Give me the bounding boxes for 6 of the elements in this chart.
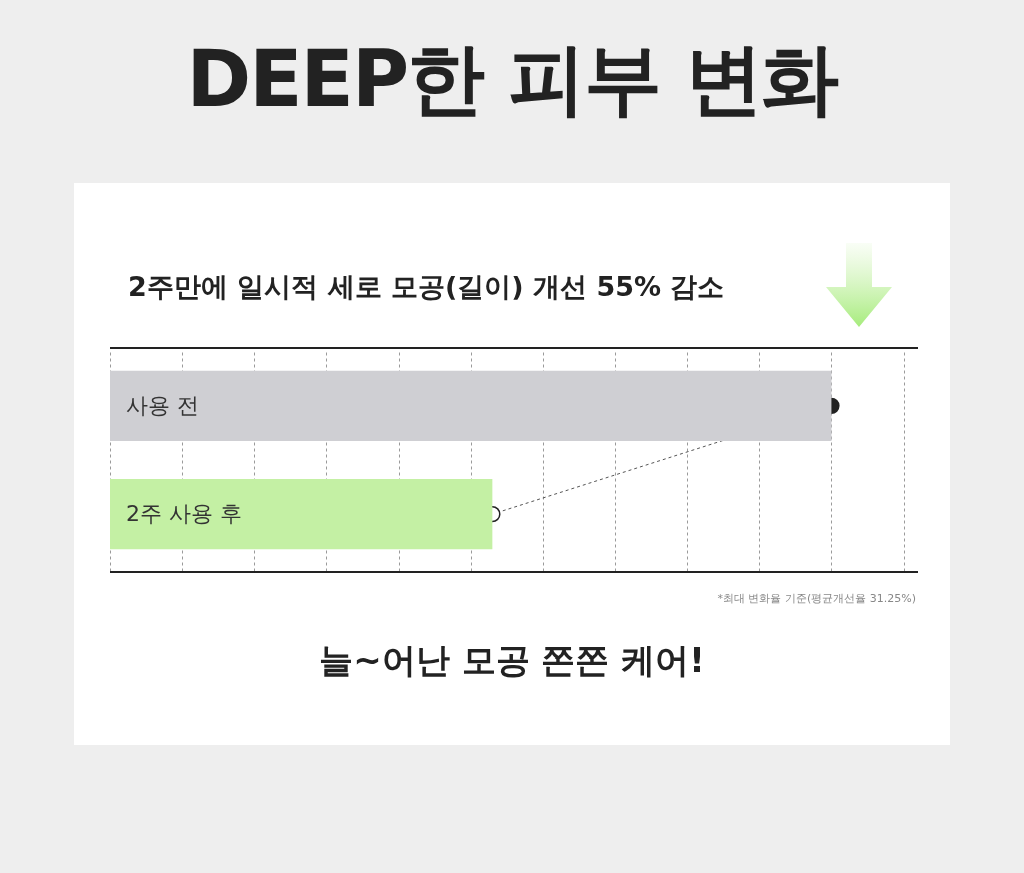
text: 늘~어난 모공 쫀쫀 케어! (318, 639, 706, 682)
chart-subtitle: 2주만에 일시적 세로 모공(길이) 개선 55% 감소 (128, 270, 725, 304)
chart-title: DEEP한 피부 변화 (185, 33, 839, 126)
y-tick-label: 2주 사용 후 (126, 501, 242, 527)
text: *최대 변화율 기준(평균개선율 31.25%) (717, 591, 916, 606)
y-tick-label: 사용 전 (126, 392, 199, 418)
